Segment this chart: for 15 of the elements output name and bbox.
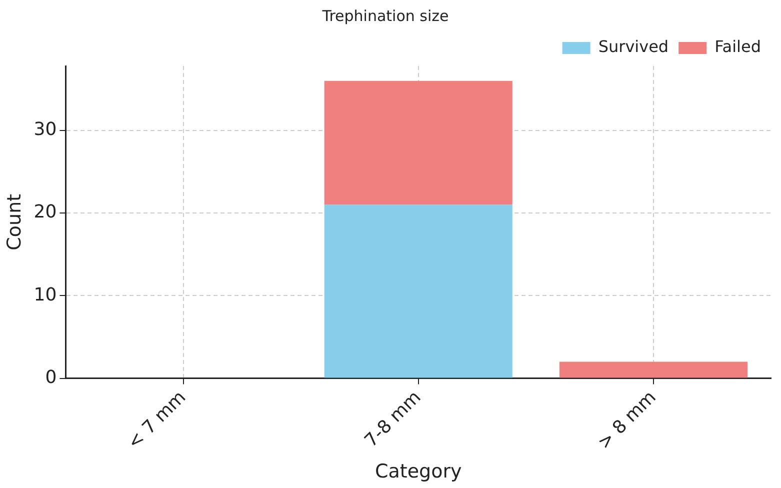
- legend-label: Failed: [714, 37, 762, 56]
- legend-label: Survived: [598, 37, 669, 56]
- y-tick-label: 30: [34, 119, 57, 140]
- chart-title: Trephination size: [321, 6, 449, 25]
- y-tick-label: 10: [34, 284, 57, 306]
- x-tick-label: 7-8 mm: [360, 386, 426, 452]
- x-tick-label: < 7 mm: [124, 386, 190, 454]
- y-tick-label: 0: [45, 366, 57, 388]
- bar: [324, 80, 512, 205]
- y-axis-title: Count: [3, 194, 26, 250]
- bar: [324, 204, 512, 378]
- x-tick-label: > 8 mm: [594, 386, 660, 454]
- y-tick-label: 20: [34, 202, 57, 223]
- bar: [559, 362, 748, 378]
- x-axis-title: Category: [374, 460, 462, 483]
